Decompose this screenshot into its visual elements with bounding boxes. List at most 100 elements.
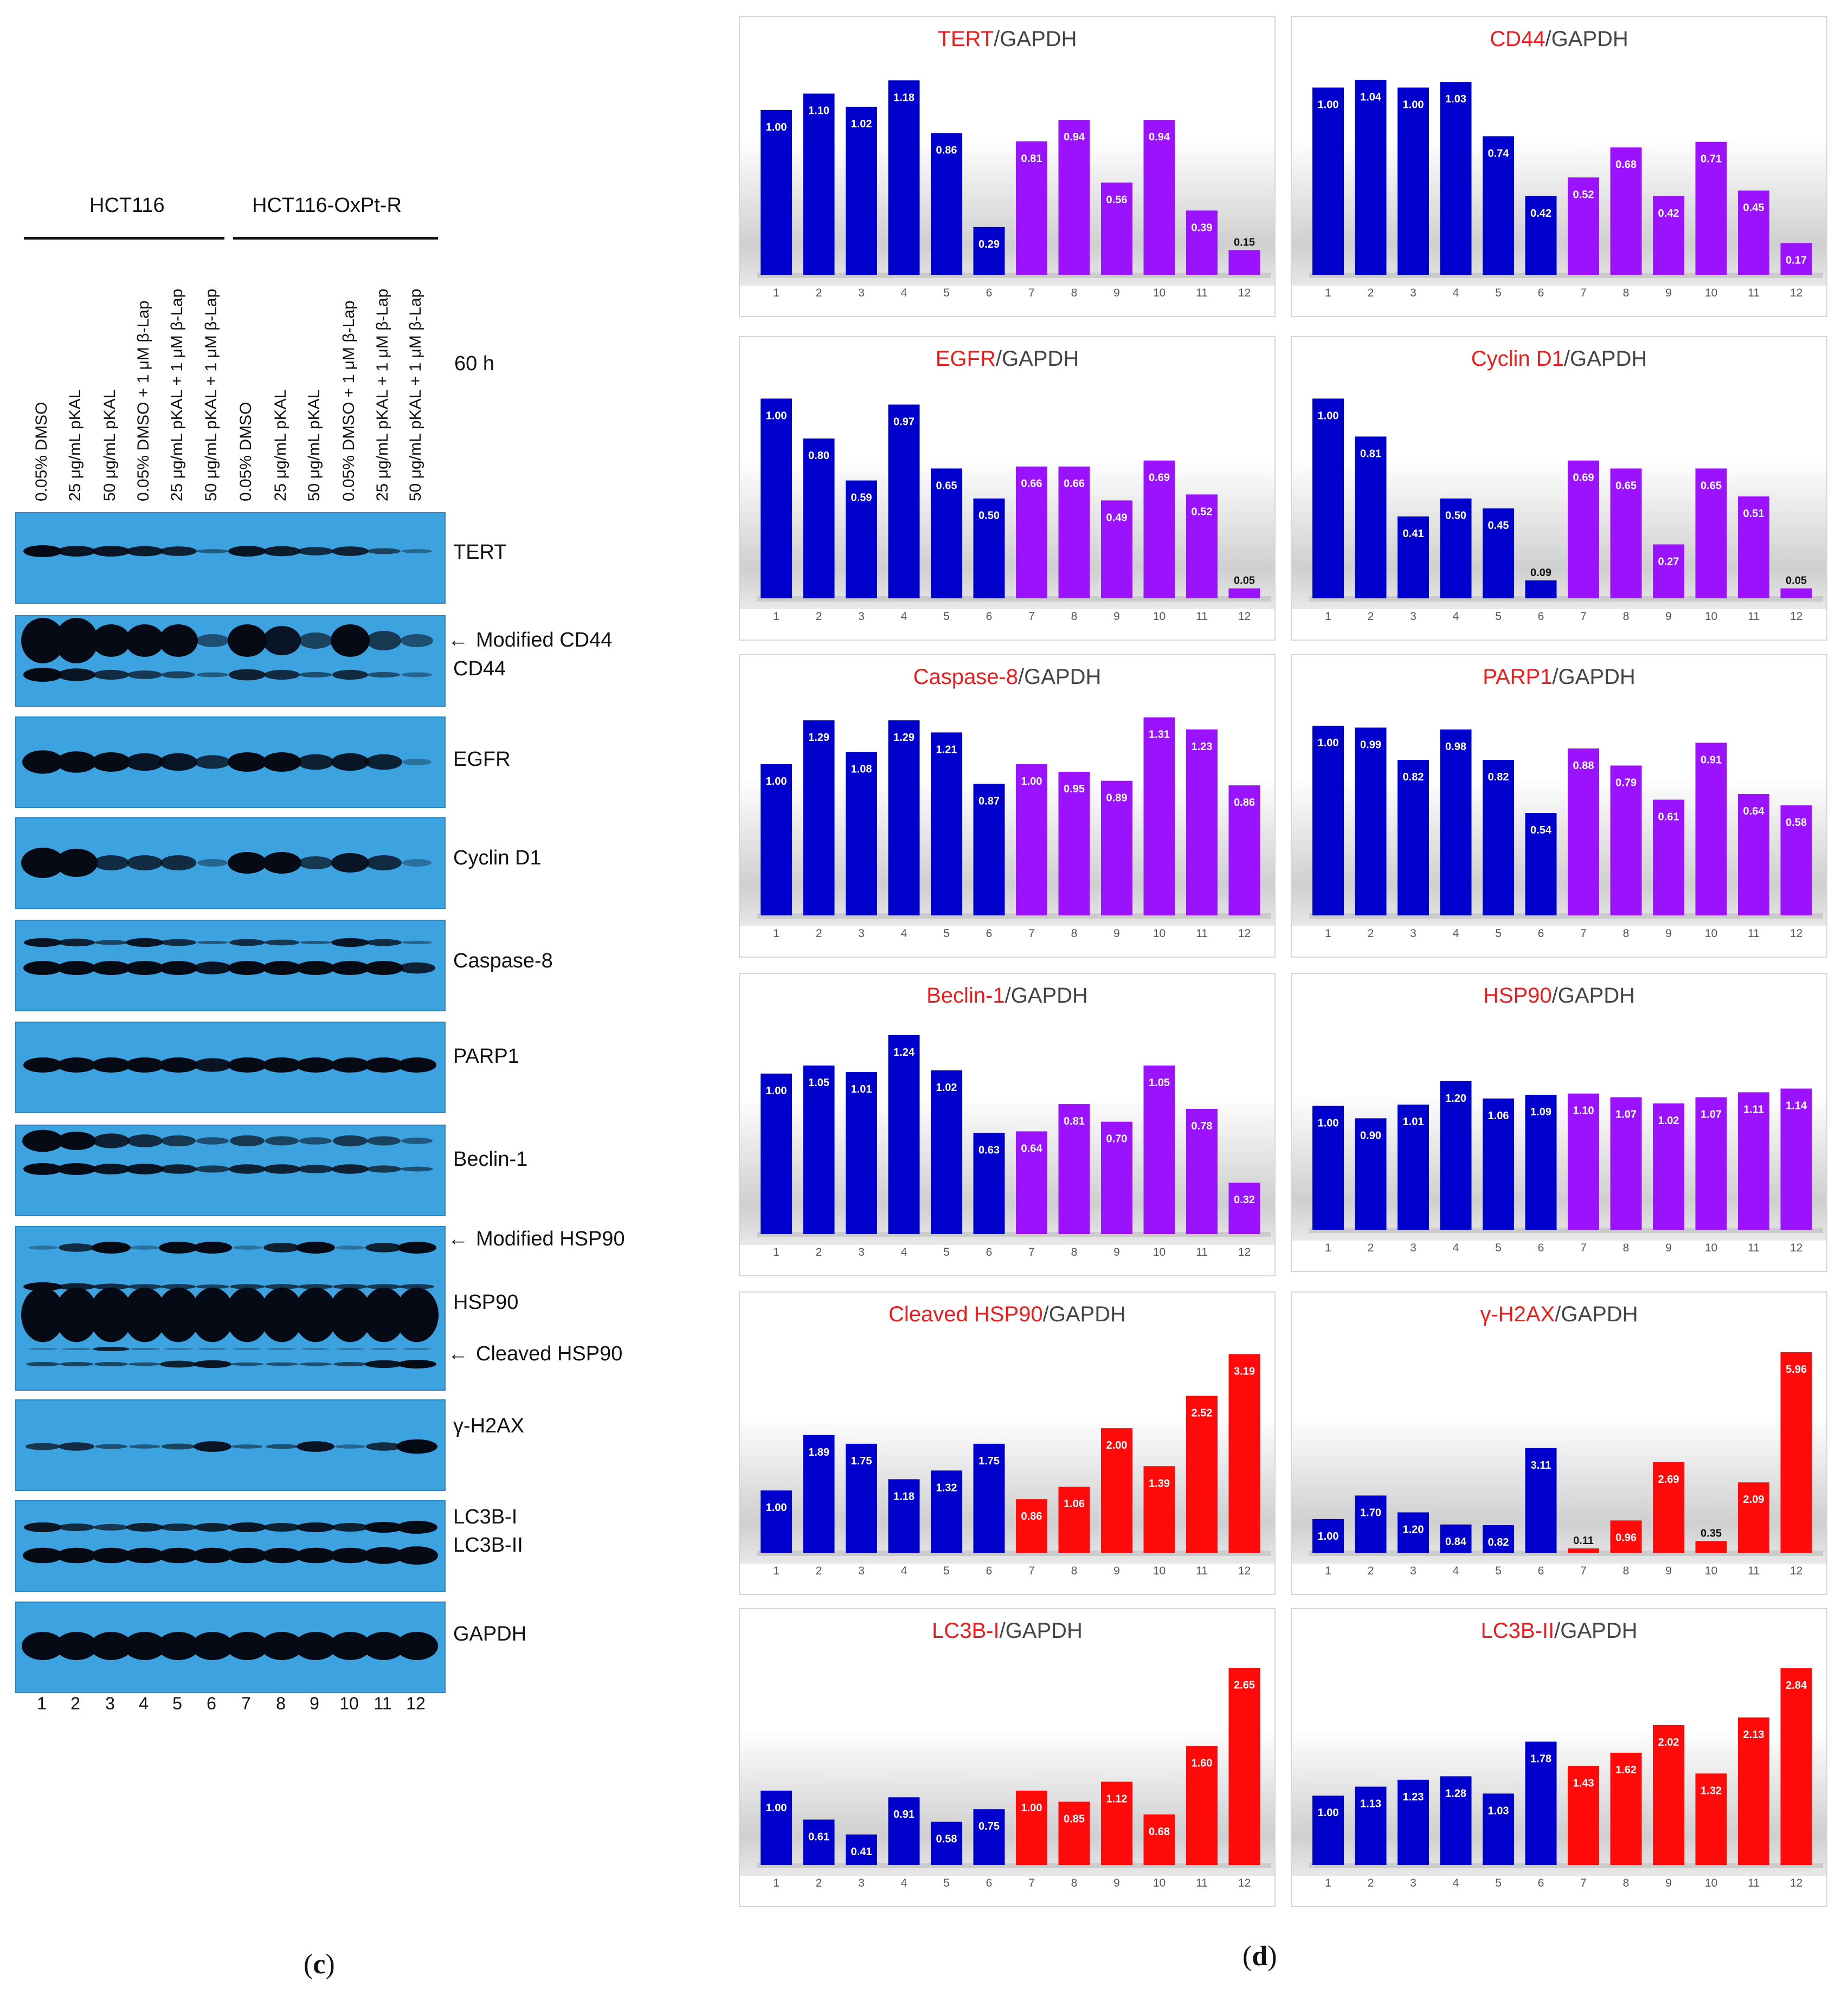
bar-value-label: 0.64 [1743,805,1765,817]
blot-label-lc3b-i: LC3B-I [453,1506,518,1528]
bar-value-label: 0.52 [1573,189,1594,201]
x-tick-label: 9 [1665,1877,1672,1889]
bar [1016,1131,1047,1234]
blot-band [162,1443,195,1450]
x-tick-label: 4 [901,1565,907,1577]
bar [1101,1121,1132,1234]
bar [1101,1781,1132,1865]
bar-value-label: 2.00 [1106,1439,1128,1451]
blot-band [92,752,131,772]
x-tick-label: 5 [943,1246,950,1258]
bar [1186,1396,1218,1553]
chart-title-normalizer: /GAPDH [999,1619,1083,1643]
bar-chart-panel: 1.00 1 1.04 2 1.00 3 1.03 4 0.74 5 0.42 6 0.52 7 0.68 8… [1291,16,1827,317]
bar-value-label: 0.45 [1743,202,1765,214]
blot-band [159,753,197,771]
blot-label-caspase-8: Caspase-8 [453,950,553,972]
bar [1610,147,1642,275]
blot-band [61,1348,92,1350]
blot-band [158,1547,198,1564]
bar-value-label: 0.61 [808,1831,829,1843]
blot-band [128,1362,161,1366]
blot-band [297,1441,334,1452]
bar-value-label: 1.00 [1318,1807,1339,1819]
x-tick-label: 10 [1153,1246,1166,1258]
x-tick-label: 9 [1113,610,1120,623]
x-tick-label: 6 [986,610,993,623]
x-tick-label: 1 [773,610,780,623]
bar-value-label: 1.05 [1149,1077,1170,1089]
blot-band [24,938,62,947]
bar-value-label: 2.69 [1658,1474,1679,1486]
chart-title-target: HSP90 [1483,984,1552,1008]
blot-band [332,1523,369,1532]
bar [1101,780,1132,915]
bar [1738,1482,1769,1553]
blot-band [127,1284,162,1289]
blot-band [92,546,130,557]
x-tick-label: 11 [1748,610,1760,623]
blot-band [23,1547,63,1564]
bar [1568,177,1599,275]
x-tick-label: 7 [1580,927,1587,940]
blot-band [402,758,432,766]
bar [1058,771,1090,915]
blot-band [228,752,267,772]
bar [1355,80,1387,275]
blot-band [90,1632,132,1660]
bar [1440,498,1472,598]
bar [931,732,962,915]
bar [1355,1118,1387,1230]
blot-label-modified-cd44: ← Modified CD44 [448,629,613,651]
bar-value-label: 0.61 [1658,811,1679,823]
blot-band [366,631,401,650]
blot-band [58,1283,95,1290]
chart-title-target: γ-H2AX [1480,1302,1555,1326]
blot-band [228,1057,267,1073]
blot-band [130,1348,160,1350]
x-tick-label: 3 [858,1877,865,1889]
x-tick-label: 6 [986,287,993,299]
blot-band [95,1444,127,1449]
bar-value-label: 0.82 [1488,771,1509,783]
bar-value-label: 0.09 [1530,567,1551,579]
bar [1440,729,1472,915]
bar [931,133,962,275]
x-tick-label: 2 [1368,287,1374,299]
blot-band [57,1132,96,1150]
bar-value-label: 0.94 [1149,131,1170,143]
blot-caspase-8 [15,920,446,1011]
x-tick-label: 7 [1580,1242,1587,1254]
lane-number: 10 [339,1694,359,1713]
bar-value-label: 0.58 [1786,817,1807,829]
bar-value-label: 0.32 [1234,1194,1255,1206]
blot-band [59,1442,94,1451]
blot-band [57,546,95,557]
bar-value-label: 1.31 [1149,729,1170,741]
blot-band [60,1362,93,1366]
bar-chart-panel: 1.00 1 1.29 2 1.08 3 1.29 4 1.21 5 0.87 6 1.00 7 0.95 8… [739,654,1276,958]
blot-band [192,1547,233,1564]
bar-value-label: 1.32 [936,1482,957,1494]
bar-value-label: 1.00 [1318,1118,1339,1129]
bar [1568,1548,1599,1553]
x-tick-label: 8 [1071,927,1078,940]
bar [846,1443,877,1553]
bar [846,1071,877,1234]
lane-header: 0.05% DMSO + 1 μM β-Lap [340,300,358,501]
bar [1440,82,1472,275]
chart-floor [1309,273,1823,278]
blot-parp1 [15,1022,446,1113]
chart-title: LC3B-I/GAPDH [740,1619,1274,1643]
blot-band [55,849,98,877]
lane-header: 50 μg/mL pKAL + 1 μM β-Lap [202,288,220,501]
x-tick-label: 3 [1410,927,1416,940]
blot-band [94,940,128,945]
bar-value-label: 0.66 [1064,478,1085,490]
bar [1695,141,1727,275]
x-tick-label: 3 [1410,287,1416,299]
blot-band [331,961,370,975]
chart-title-target: TERT [937,27,994,51]
bar [1355,1495,1387,1553]
